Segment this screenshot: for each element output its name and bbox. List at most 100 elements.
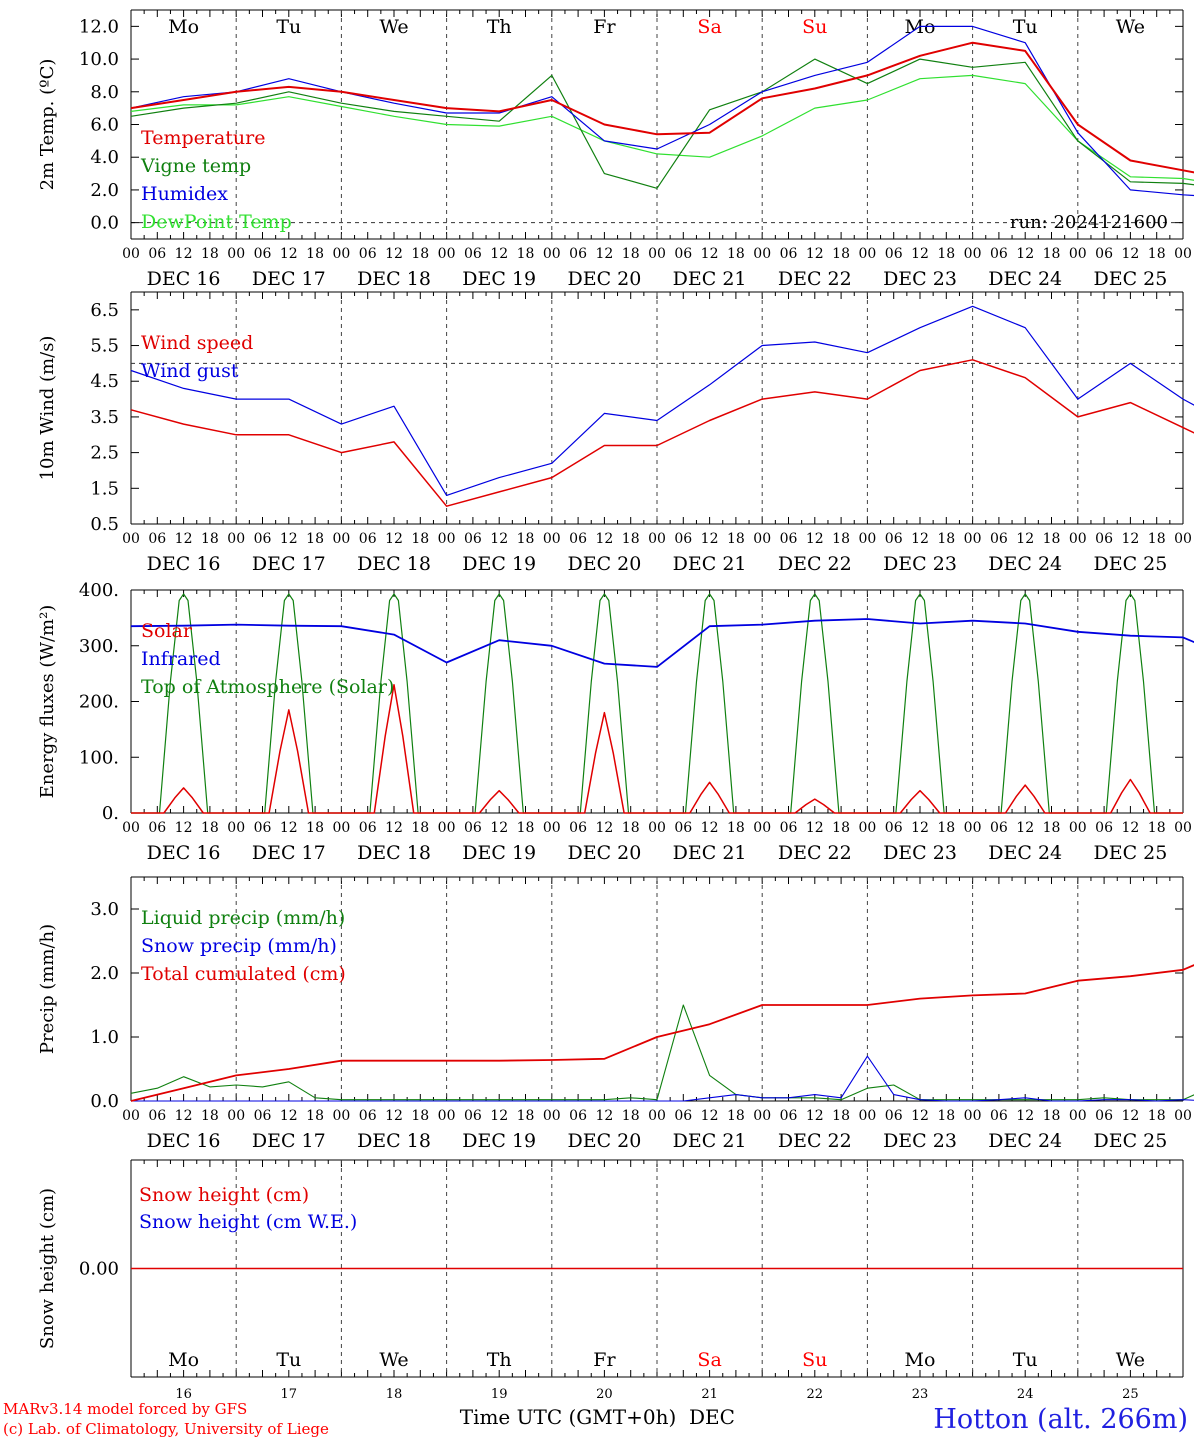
hour-label: 12	[595, 1108, 613, 1124]
hour-label: 00	[543, 531, 561, 547]
panel-2-axes	[130, 291, 1184, 525]
hour-label: 00	[332, 820, 350, 836]
hour-label: 00	[1069, 1108, 1087, 1124]
hour-label: 12	[490, 246, 508, 262]
hour-label: 00	[227, 531, 245, 547]
legend-red: Wind speed	[141, 332, 253, 354]
hour-label: 06	[148, 1108, 166, 1124]
y-tick-label: 2.5	[90, 443, 119, 464]
weekday-label-bottom: We	[1116, 1349, 1145, 1371]
hour-label: 06	[885, 531, 903, 547]
weekday-label: Tu	[276, 16, 301, 38]
hour-label: 18	[937, 1108, 955, 1124]
y-tick-label: 3.0	[90, 899, 119, 920]
hour-label: 00	[648, 1108, 666, 1124]
hour-label: 18	[517, 1108, 535, 1124]
y-tick-label: 6.5	[90, 300, 119, 321]
hour-label: 06	[674, 820, 692, 836]
hour-label: 12	[1121, 820, 1139, 836]
weekday-label: Mo	[168, 16, 199, 38]
date-label: DEC 19	[462, 553, 536, 575]
date-label: DEC 20	[567, 1130, 641, 1152]
hour-label: 06	[464, 820, 482, 836]
hour-label: 00	[543, 820, 561, 836]
legend-green: Vigne temp	[140, 155, 251, 177]
legend-blue: Snow precip (mm/h)	[141, 935, 337, 957]
hour-label: 18	[1148, 820, 1166, 836]
weekday-label-bottom: Th	[487, 1349, 512, 1371]
hour-label: 06	[359, 1108, 377, 1124]
date-label: DEC 17	[252, 842, 326, 864]
panel-3-y-axis: 0. 100. 200. 300. 400. Energy fluxes (W/m²)	[37, 580, 1183, 824]
date-label: DEC 25	[1093, 553, 1167, 575]
weekday-label-bottom: Sa	[697, 1349, 721, 1371]
legend-green: Liquid precip (mm/h)	[141, 907, 345, 929]
panel-2-y-axis: 0.5 1.5 2.5 3.5 4.5 5.5 6.5 10m Wind (m/s)	[37, 300, 1183, 535]
hour-label: 06	[990, 531, 1008, 547]
hour-label: 00	[543, 1108, 561, 1124]
hour-label: 00	[964, 820, 982, 836]
hour-label: 06	[885, 1108, 903, 1124]
y-tick-label: 10.0	[79, 49, 119, 70]
hour-label: 12	[1121, 246, 1139, 262]
hour-label: 06	[1095, 820, 1113, 836]
hour-label: 00	[122, 1108, 140, 1124]
hour-label: 12	[701, 246, 719, 262]
y-tick-label: 1.5	[90, 478, 119, 499]
date-label: DEC 22	[778, 842, 852, 864]
day-number: 20	[596, 1387, 613, 1402]
weekday-label-bottom: We	[379, 1349, 408, 1371]
credit-line-1: MARv3.14 model forced by GFS	[3, 1400, 247, 1418]
panel-1-axes	[130, 9, 1184, 240]
hour-label: 00	[964, 531, 982, 547]
hour-label: 00	[648, 531, 666, 547]
y-tick-label: 0.0	[90, 213, 119, 234]
hour-label: 18	[517, 531, 535, 547]
hour-label: 18	[937, 246, 955, 262]
y-axis-label: Snow height (cm)	[37, 1188, 58, 1349]
date-label: DEC 18	[357, 268, 431, 290]
date-label: DEC 21	[673, 842, 747, 864]
hour-label: 00	[122, 246, 140, 262]
weekday-label: Fr	[593, 16, 616, 38]
hour-label: 18	[937, 531, 955, 547]
date-label: DEC 19	[462, 842, 536, 864]
hour-label: 18	[832, 1108, 850, 1124]
hour-label: 18	[411, 820, 429, 836]
hour-label: 00	[332, 531, 350, 547]
date-label: DEC 24	[988, 1130, 1062, 1152]
y-axis-label: 2m Temp. (ºC)	[37, 59, 58, 191]
date-label: DEC 25	[1093, 1130, 1167, 1152]
legend-blue: Humidex	[141, 183, 228, 205]
hour-label: 18	[1043, 531, 1061, 547]
credit-line-2: (c) Lab. of Climatology, University of L…	[3, 1420, 329, 1438]
date-label: DEC 19	[462, 268, 536, 290]
hour-label: 18	[306, 246, 324, 262]
hour-label: 12	[701, 1108, 719, 1124]
weekday-label-bottom: Mo	[168, 1349, 199, 1371]
hour-label: 12	[806, 820, 824, 836]
y-tick-label: 5.5	[90, 336, 119, 357]
legend-lightgreen: DewPoint Temp	[141, 211, 292, 233]
cumulated-precip-line	[130, 964, 1194, 1102]
date-label: DEC 24	[988, 553, 1062, 575]
y-tick-label: 6.0	[90, 115, 119, 136]
hour-label: 00	[438, 1108, 456, 1124]
legend-red: Solar	[141, 620, 193, 642]
hour-label: 12	[1016, 820, 1034, 836]
hour-label: 12	[911, 531, 929, 547]
hour-label: 12	[490, 820, 508, 836]
hour-label: 18	[517, 246, 535, 262]
hour-label: 00	[858, 531, 876, 547]
liquid-precip-line	[130, 1004, 1194, 1101]
weekday-label: We	[379, 16, 408, 38]
date-label: DEC 21	[673, 268, 747, 290]
snow-precip-line	[131, 1055, 1194, 1102]
hour-label: 00	[964, 246, 982, 262]
weekday-label: Tu	[1013, 16, 1038, 38]
hour-label: 00	[1174, 246, 1192, 262]
hour-label: 18	[727, 1108, 745, 1124]
date-label: DEC 20	[567, 842, 641, 864]
day-number: 16	[175, 1387, 192, 1402]
